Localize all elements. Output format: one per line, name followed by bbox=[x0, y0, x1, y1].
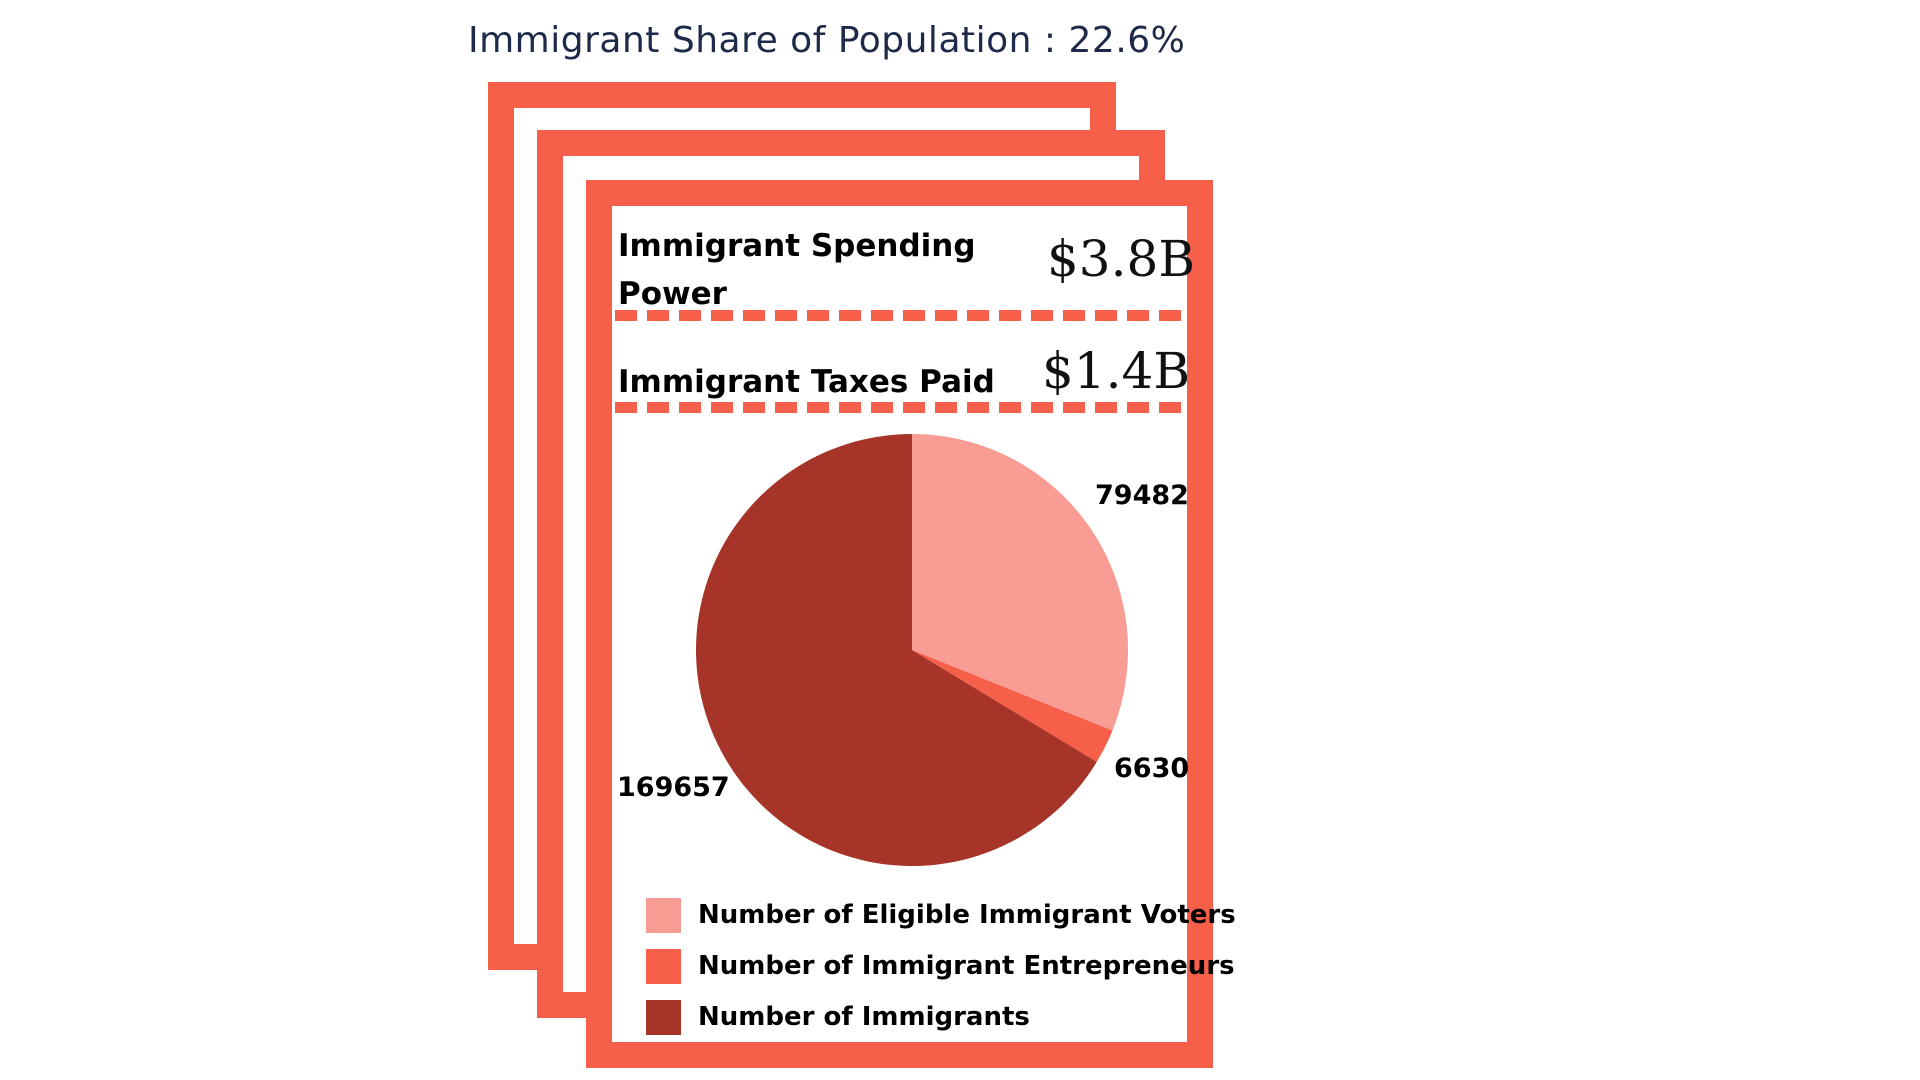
taxes-paid-label: Immigrant Taxes Paid bbox=[618, 364, 995, 400]
legend-swatch-entrepreneurs bbox=[646, 948, 681, 984]
legend-text-eligible-voters: Number of Eligible Immigrant Voters bbox=[698, 900, 1236, 930]
pie-label-entrepreneurs: 6630 bbox=[1114, 753, 1190, 784]
legend-swatch-immigrants bbox=[646, 999, 681, 1035]
legend-text-entrepreneurs: Number of Immigrant Entrepreneurs bbox=[698, 951, 1235, 981]
divider-dashed-2 bbox=[615, 402, 1181, 413]
pie-slices bbox=[695, 434, 1129, 867]
headline-value: 22.6% bbox=[1068, 20, 1186, 61]
pie-slice-immigrants bbox=[695, 434, 1097, 867]
headline-label: Immigrant Share of Population bbox=[468, 20, 1032, 61]
pie-slice-eligible-voters bbox=[912, 434, 1129, 731]
pie-label-eligible-voters: 79482 bbox=[1095, 480, 1189, 511]
pie-slice-entrepreneurs bbox=[912, 650, 1113, 762]
legend-item-immigrants: Number of Immigrants bbox=[646, 999, 1030, 1035]
legend-swatch-eligible-voters bbox=[646, 897, 681, 933]
spending-power-label: Immigrant Spending Power bbox=[618, 228, 976, 312]
legend-text-immigrants: Number of Immigrants bbox=[698, 1002, 1030, 1032]
legend-item-entrepreneurs: Number of Immigrant Entrepreneurs bbox=[646, 948, 1235, 984]
headline-separator: : bbox=[1043, 20, 1057, 61]
taxes-paid-value: $1.4B bbox=[1042, 342, 1191, 400]
pie-label-immigrants: 169657 bbox=[617, 772, 730, 803]
spending-power-value: $3.8B bbox=[1047, 230, 1196, 288]
legend-item-eligible-voters: Number of Eligible Immigrant Voters bbox=[646, 897, 1236, 933]
divider-dashed-1 bbox=[615, 310, 1181, 321]
headline: Immigrant Share of Population : 22.6% bbox=[468, 20, 1185, 61]
